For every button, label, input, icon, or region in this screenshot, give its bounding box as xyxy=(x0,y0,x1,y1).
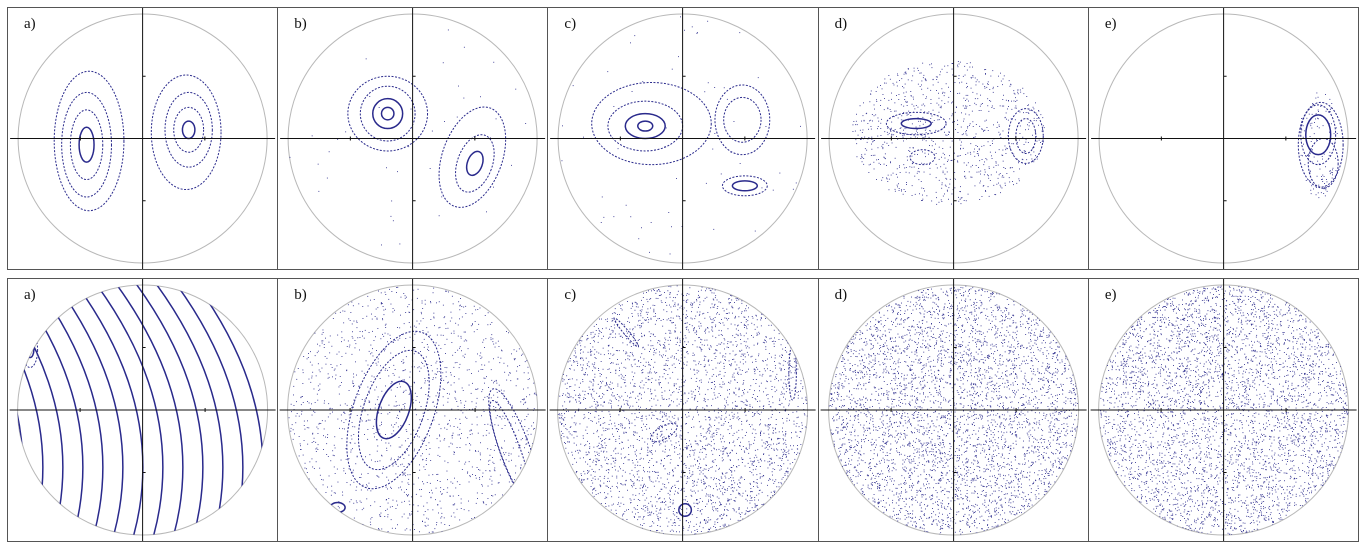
invariant-curve xyxy=(455,134,495,193)
invariant-curve xyxy=(438,106,507,208)
panel-label: d) xyxy=(834,16,848,32)
chaotic-sea xyxy=(1299,92,1338,199)
invariant-curve xyxy=(591,81,713,166)
panel-label: c) xyxy=(564,287,577,303)
phase-portrait-bottom-b xyxy=(279,279,546,541)
panel-label: b) xyxy=(294,287,307,303)
panel-label: a) xyxy=(24,16,36,32)
invariant-curve xyxy=(173,106,205,153)
invariant-curve xyxy=(614,317,640,348)
panel-label: e) xyxy=(1104,287,1117,303)
invariant-curve xyxy=(1007,108,1044,164)
panel-top-e: e) xyxy=(1087,7,1360,270)
chaotic-sea xyxy=(561,16,802,255)
invariant-curve xyxy=(346,330,442,490)
orbit-group xyxy=(852,61,1045,205)
orbit-group xyxy=(1099,285,1349,535)
invariant-curve xyxy=(375,380,413,440)
invariant-curve xyxy=(732,180,759,192)
invariant-curve xyxy=(61,91,112,198)
chaotic-sea xyxy=(289,29,527,246)
panel-label: e) xyxy=(1104,16,1117,32)
chaotic-sea xyxy=(558,285,809,535)
panel-label: b) xyxy=(294,16,307,32)
invariant-curve xyxy=(1304,114,1332,156)
orbit-group xyxy=(561,16,802,255)
invariant-curve xyxy=(909,149,936,166)
phase-portrait-top-b xyxy=(280,8,546,269)
chaotic-sea xyxy=(828,285,1079,535)
phase-portrait-bottom-d xyxy=(820,279,1087,541)
orbit-group xyxy=(289,29,527,246)
invariant-curve xyxy=(329,501,347,514)
phase-portrait-top-e xyxy=(1090,8,1356,269)
panel-top-c: c) xyxy=(547,7,819,270)
orbit-group xyxy=(828,285,1079,535)
invariant-curve xyxy=(637,120,654,132)
panel-label: a) xyxy=(24,287,36,303)
invariant-curve xyxy=(1297,101,1344,188)
panel-bottom-d: d) xyxy=(817,278,1089,542)
panel-top-b: b) xyxy=(277,7,549,270)
invariant-curve xyxy=(885,111,947,136)
invariant-curve xyxy=(360,85,416,142)
invariant-curve xyxy=(607,100,684,152)
phase-portrait-top-c xyxy=(550,8,816,269)
panel-bottom-b: b) xyxy=(277,278,549,542)
invariant-curve xyxy=(69,109,104,181)
phase-portrait-bottom-c xyxy=(550,279,817,541)
panel-label: c) xyxy=(564,16,577,32)
panel-top-a: a) xyxy=(7,7,279,270)
invariant-curve xyxy=(466,150,485,177)
chaotic-sea xyxy=(852,61,1045,205)
top-row: a) b) c) d) e) xyxy=(7,7,1360,270)
invariant-curve xyxy=(1300,104,1336,166)
invariant-curve xyxy=(723,96,762,143)
invariant-curve xyxy=(678,503,693,517)
phase-portrait-top-d xyxy=(820,8,1086,269)
phase-portrait-bottom-a xyxy=(9,279,276,541)
panel-top-d: d) xyxy=(817,7,1089,270)
invariant-curve xyxy=(714,84,771,156)
invariant-curve xyxy=(624,112,667,140)
phase-portrait-bottom-e xyxy=(1090,279,1357,541)
invariant-curve xyxy=(78,126,95,163)
invariant-curve xyxy=(358,349,430,471)
phase-portrait-top-a xyxy=(10,8,276,269)
panel-label: d) xyxy=(834,287,848,303)
invariant-curve xyxy=(372,97,404,130)
invariant-curve xyxy=(53,70,125,212)
invariant-curve xyxy=(489,400,532,500)
orbit-group xyxy=(53,70,222,212)
orbit-group xyxy=(558,285,809,535)
invariant-curve xyxy=(181,120,196,140)
panel-bottom-c: c) xyxy=(547,278,819,542)
invariant-curve xyxy=(900,117,932,130)
invariant-curve xyxy=(347,75,429,152)
chaotic-sea xyxy=(1099,285,1349,535)
invariant-curve xyxy=(150,74,222,191)
invariant-curve xyxy=(164,91,213,168)
orbit-group xyxy=(1297,92,1344,199)
bottom-row: a) b) c) d) e) xyxy=(7,278,1360,542)
invariant-curve xyxy=(488,388,538,512)
invariant-curve xyxy=(380,106,395,121)
panel-bottom-a: a) xyxy=(7,278,279,542)
invariant-curve xyxy=(722,175,769,197)
invariant-curve xyxy=(1014,118,1036,154)
panel-bottom-e: e) xyxy=(1087,278,1360,542)
